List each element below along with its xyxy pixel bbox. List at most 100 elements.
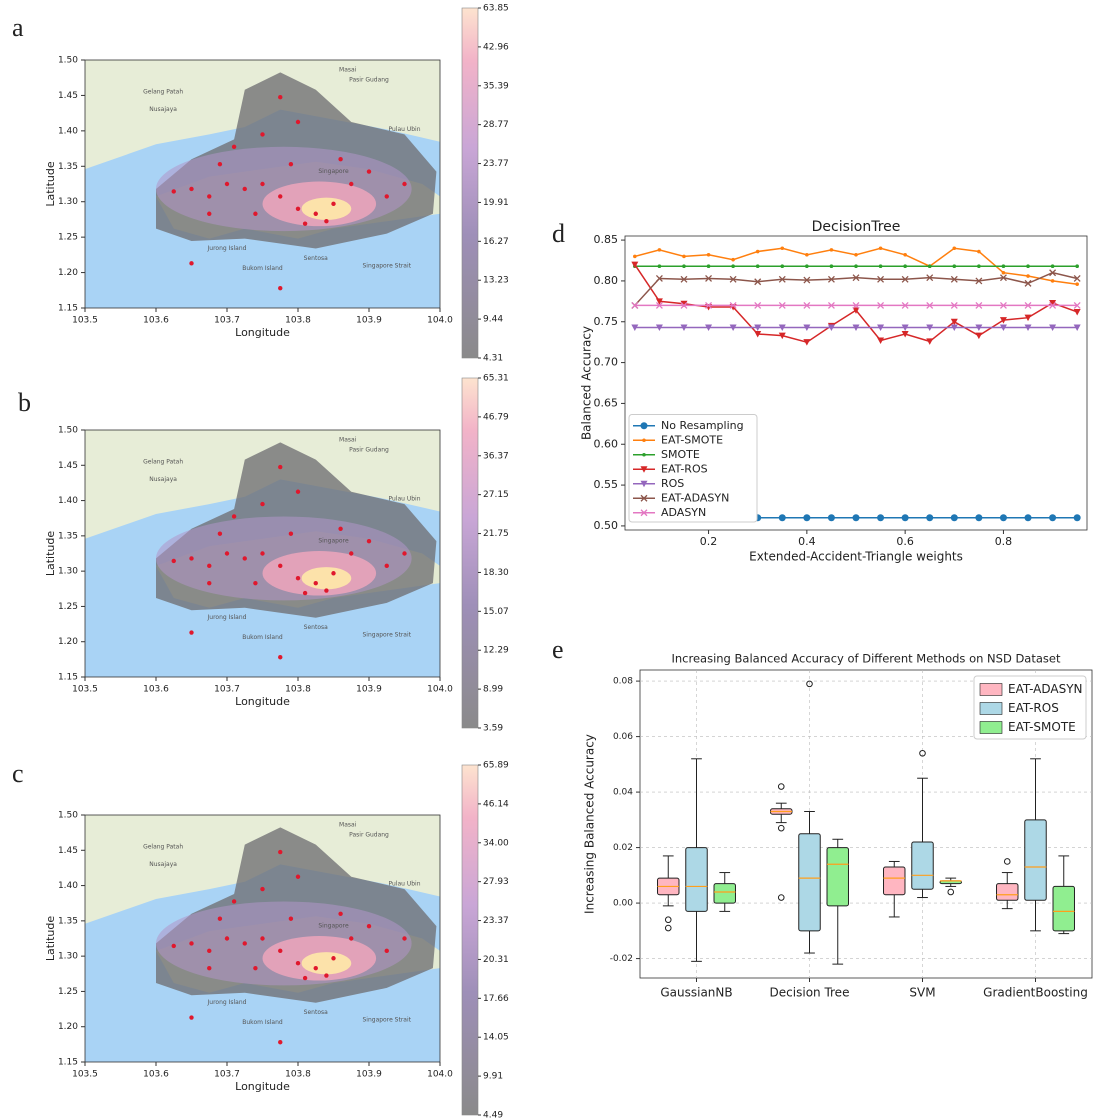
legend-label: SMOTE (661, 448, 700, 461)
place-label: Singapore (318, 538, 349, 545)
legend-marker (640, 466, 648, 473)
location-dot (260, 132, 265, 137)
series-marker (927, 264, 932, 269)
y-tick-label: 0.50 (594, 519, 619, 532)
location-dot (366, 538, 372, 544)
series-marker (975, 277, 983, 285)
x-tick-label: 103.5 (72, 316, 98, 326)
location-dot (384, 563, 389, 569)
place-label: Singapore (318, 168, 349, 175)
place-label: Jurong Island (207, 614, 247, 621)
x-tick-label: 103.5 (72, 1070, 98, 1080)
y-axis-label: Increasing Balanced Accuracy (583, 734, 597, 914)
x-tick-label: 103.8 (285, 316, 311, 326)
location-dot (189, 1015, 194, 1020)
colorbar-tick-label: 46.14 (483, 799, 509, 809)
place-label: Pulau Ubin (388, 881, 420, 888)
y-tick-label: 1.20 (58, 1022, 78, 1032)
location-dot (402, 936, 407, 941)
place-label: Singapore Strait (362, 632, 411, 639)
location-dot (189, 630, 194, 635)
location-dot (295, 119, 301, 125)
legend-marker (642, 438, 646, 443)
location-dot (253, 580, 258, 586)
y-tick-label: 1.35 (58, 162, 78, 172)
location-dot (349, 936, 354, 941)
outlier (777, 894, 785, 901)
y-tick-label: 1.20 (58, 637, 78, 647)
location-dot (224, 551, 230, 556)
series-marker (878, 246, 883, 251)
series-marker (975, 324, 983, 331)
x-tick-label: 0.2 (700, 535, 718, 548)
series-marker (901, 331, 909, 338)
density-peak (301, 567, 352, 590)
colorbar-tick-label: 27.93 (483, 877, 509, 887)
y-tick-label: 1.25 (58, 233, 78, 243)
series-marker (1049, 299, 1057, 307)
outlier (664, 916, 672, 924)
series-marker (706, 264, 711, 269)
series-marker (1026, 274, 1030, 278)
location-dot (189, 186, 194, 192)
box (826, 847, 849, 907)
box (1024, 819, 1047, 901)
x-tick-label: 103.6 (143, 316, 169, 326)
location-dot (278, 563, 283, 569)
location-dot (366, 169, 372, 174)
location-dot (231, 899, 237, 904)
series-marker (1001, 270, 1006, 275)
series-marker (705, 324, 713, 331)
y-tick-label: 1.50 (58, 811, 78, 821)
place-label: Pulau Ubin (388, 126, 420, 133)
series-marker (633, 254, 637, 259)
colorbar-tick-label: 3.59 (483, 724, 503, 734)
location-dot (224, 181, 230, 187)
series-marker (778, 324, 786, 331)
series-marker (950, 514, 958, 522)
outlier (664, 924, 672, 932)
colorbar-tick-label: 13.23 (483, 276, 509, 286)
series-marker (1073, 301, 1081, 309)
series-marker (877, 324, 885, 331)
series-marker (1073, 275, 1081, 282)
series-marker (999, 324, 1007, 331)
colorbar-tick-label: 8.99 (483, 685, 503, 695)
y-tick-label: -0.02 (610, 954, 633, 964)
series-marker (803, 514, 811, 522)
legend-label: EAT-ROS (1008, 701, 1059, 715)
series-marker (805, 264, 809, 269)
location-dot (189, 941, 194, 946)
colorbar-tick-label: 35.39 (483, 81, 509, 91)
series-marker (975, 332, 983, 340)
location-dot (278, 194, 283, 199)
axes-frame (84, 429, 441, 678)
place-label: Singapore (318, 923, 349, 930)
box (685, 847, 708, 912)
box (883, 866, 906, 896)
series-marker (803, 276, 811, 284)
legend-label: EAT-SMOTE (661, 433, 723, 446)
location-dot (324, 973, 329, 978)
density-peak (301, 952, 352, 975)
y-tick-label: 1.25 (58, 987, 78, 997)
location-dot (207, 194, 212, 199)
series-marker (999, 514, 1007, 522)
location-dot (171, 943, 176, 949)
box (713, 883, 736, 904)
location-dot (189, 556, 194, 561)
place-label: Nusajaya (149, 861, 177, 868)
place-label: Sentosa (304, 1009, 328, 1016)
series-marker (655, 324, 663, 331)
colorbar-tick-label: 18.30 (483, 568, 509, 578)
location-dot (278, 95, 283, 100)
series-marker (729, 275, 737, 283)
x-axis-label: Extended-Accident-Triangle weights (749, 550, 963, 564)
colorbar-tick-label: 21.75 (483, 529, 509, 539)
location-dot (207, 965, 212, 971)
series-marker (926, 514, 934, 522)
series-marker (1024, 514, 1032, 522)
legend-marker (642, 452, 646, 457)
place-label: Gelang Patah (143, 844, 183, 851)
